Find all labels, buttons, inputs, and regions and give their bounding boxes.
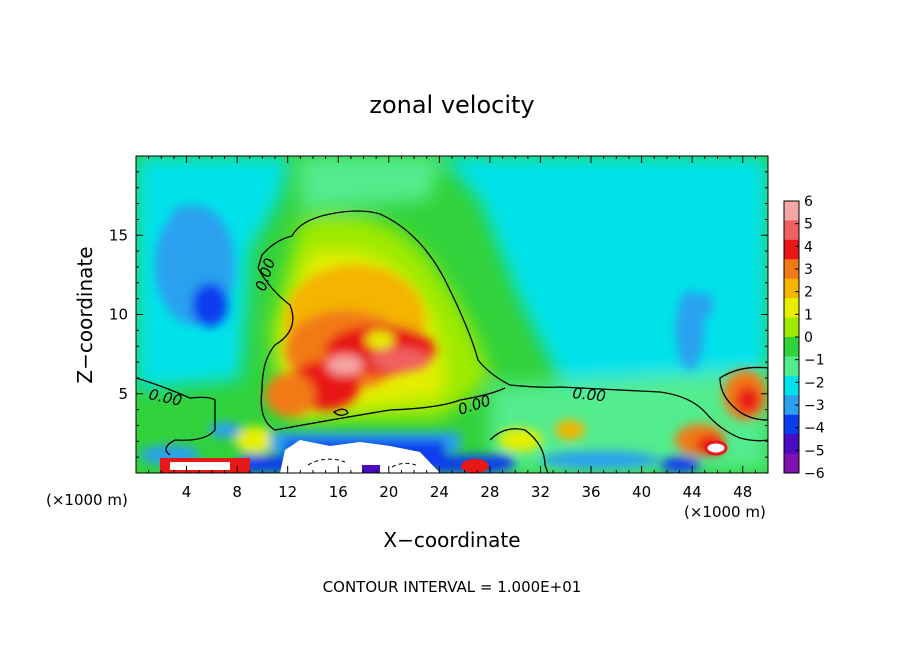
x-tick-label: 44: [683, 483, 702, 501]
y-axis: 5 10 15: [109, 171, 768, 458]
colorbar-tick-label: 0: [804, 330, 813, 346]
colorbar-swatch: [784, 337, 799, 357]
x-unit-left: (×1000 m): [46, 491, 128, 509]
zero-contours: [136, 210, 768, 473]
surface-dark-cell: [362, 465, 380, 473]
x-tick-label: 48: [733, 483, 752, 501]
y-tick-label: 15: [109, 226, 128, 244]
contour-plume-inner: [257, 267, 506, 431]
x-tick-label: 12: [278, 483, 297, 501]
colorbar-tick-label: 2: [804, 285, 813, 301]
colorbar-tick-label: 1: [804, 307, 813, 323]
x-unit-right: (×1000 m): [684, 503, 766, 521]
field-detail-regions: [140, 205, 767, 473]
colorbar-swatch: [784, 239, 799, 260]
colorbar: 6 5 4 3 2 1 0 −1 −2 −3 −4 −5 −6: [783, 194, 825, 482]
colorbar-tick-label: 5: [804, 217, 813, 233]
colorbar-tick-label: −5: [804, 443, 825, 459]
colorbar-tick-label: −3: [804, 398, 825, 414]
colorbar-swatch: [784, 278, 799, 299]
colorbar-swatch: [784, 259, 799, 280]
x-tick-label: 20: [379, 483, 398, 501]
x-tick-label: 16: [329, 483, 348, 501]
x-tick-label: 24: [430, 483, 449, 501]
x-tick-label: 32: [531, 483, 550, 501]
y-axis-label: Z−coordinate: [73, 246, 97, 383]
x-axis-label: X−coordinate: [383, 528, 520, 552]
colorbar-tick-label: 6: [804, 194, 813, 210]
colorbar-tick-label: −4: [804, 421, 825, 437]
contour-bottom-right: [489, 428, 549, 473]
surface-dashed-contour-2: [391, 462, 419, 468]
colorbar-swatch: [784, 375, 799, 396]
x-axis: 4 8 12 16 20 24 28 32 36 40 44 48: [148, 156, 756, 501]
x-tick-label: 8: [232, 483, 242, 501]
contour-main-plume: [257, 210, 768, 442]
surface-white-core-center: [280, 440, 440, 473]
contour-left: [136, 377, 216, 456]
y-tick-label: 5: [118, 385, 128, 403]
colorbar-tick-label: −1: [804, 353, 825, 369]
colorbar-tick-label: 4: [804, 239, 813, 255]
x-tick-label: 4: [182, 483, 192, 501]
x-tick-label: 28: [480, 483, 499, 501]
surface-dashed-contour-1: [307, 458, 346, 466]
x-tick-label: 36: [581, 483, 600, 501]
chart-title: zonal velocity: [369, 91, 534, 119]
colorbar-swatch: [784, 317, 799, 338]
colorbar-swatch: [784, 356, 799, 377]
contour-label-right: 0.00: [572, 384, 607, 405]
y-tick-label: 10: [109, 306, 128, 324]
surface-white-core-left: [170, 462, 230, 470]
colorbar-swatch: [784, 453, 799, 474]
contour-right-loop: [719, 366, 768, 421]
colorbar-swatch: [784, 298, 799, 319]
heatmap-field: [136, 156, 768, 473]
x-tick-label: 40: [632, 483, 651, 501]
colorbar-swatch: [784, 201, 799, 221]
colorbar-swatch: [784, 220, 799, 241]
colorbar-swatch: [784, 434, 799, 455]
colorbar-swatch: [784, 395, 799, 416]
contour-small-loop: [332, 408, 349, 416]
surface-positive-cell: [461, 459, 489, 473]
colorbar-tick-label: −2: [804, 375, 825, 391]
surface-white-cell-right: [704, 440, 728, 456]
colorbar-tick-label: −6: [804, 466, 825, 482]
contour-interval-note: CONTOUR INTERVAL = 1.000E+01: [323, 578, 582, 596]
colorbar-swatch: [784, 414, 799, 435]
colorbar-tick-label: 3: [804, 262, 813, 278]
